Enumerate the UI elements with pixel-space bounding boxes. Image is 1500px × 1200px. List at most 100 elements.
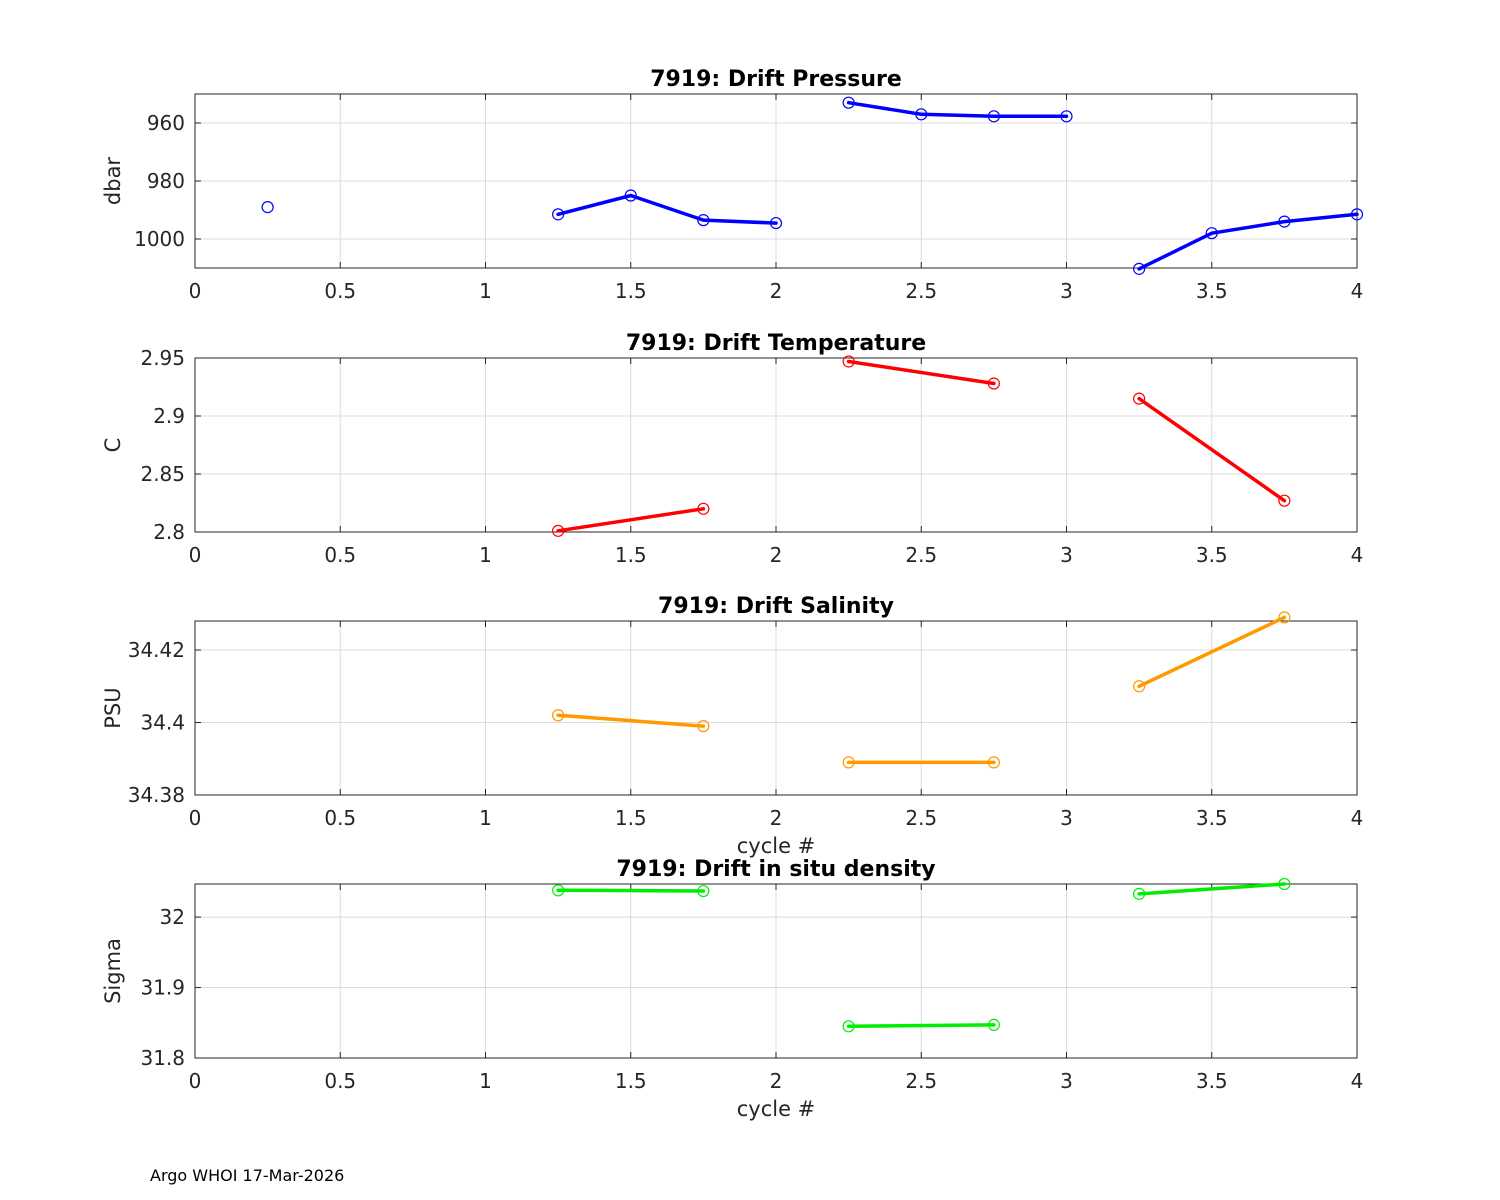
panel-3-x-tick-label: 4 — [1351, 806, 1364, 830]
panel-2-x-tick-label: 2 — [770, 543, 783, 567]
panel-1-x-tick-label: 1 — [479, 279, 492, 303]
panel-1-title: 7919: Drift Pressure — [650, 67, 902, 92]
panel-1-x-tick-label: 0 — [189, 279, 202, 303]
panel-3-x-tick-label: 0.5 — [324, 806, 356, 830]
panel-4-series-2-marker — [842, 1020, 855, 1033]
panel-3-x-tick-label: 3 — [1060, 806, 1073, 830]
panel-4-y-tick-label: 31.8 — [140, 1046, 185, 1070]
panel-1-series-4-marker — [1133, 262, 1146, 275]
panel-3-y-axis-label: PSU — [101, 687, 125, 728]
panel-3-series-3-marker — [1133, 680, 1146, 693]
panel-3-y-tick-label: 34.42 — [128, 638, 185, 662]
panel-4-x-tick-label: 2.5 — [905, 1069, 937, 1093]
panel-1-y-tick-label: 1000 — [134, 227, 185, 251]
panel-4-y-tick-label: 31.9 — [140, 976, 185, 1000]
panel-2-series-1-line — [556, 507, 706, 533]
panel-1-series-4-marker — [1350, 208, 1364, 221]
panel-2-series-2-line — [846, 359, 996, 386]
panel-4-title: 7919: Drift in situ density — [616, 857, 935, 882]
panel-3-series-3-line — [1137, 615, 1287, 689]
panel-4-y-tick-label: 32 — [160, 905, 185, 929]
panel-4-x-tick-label: 3 — [1060, 1069, 1073, 1093]
panel-4-series-1-marker — [552, 884, 565, 897]
panel-1-y-tick-label: 960 — [147, 111, 185, 135]
panel-2-y-tick-label: 2.95 — [140, 346, 185, 370]
panel-2-series-3-marker — [1278, 494, 1291, 507]
panel-2-y-tick-label: 2.85 — [140, 462, 185, 486]
panel-2-series-3-line — [1137, 396, 1287, 503]
panel-3-series-1-marker — [697, 720, 710, 733]
panel-3-y-tick-label: 34.4 — [140, 711, 185, 735]
panel-1-series-3-marker — [987, 110, 1000, 123]
panel-2-x-tick-label: 0 — [189, 543, 202, 567]
footer-caption: Argo WHOI 17-Mar-2026 — [150, 1166, 345, 1185]
panel-4-x-axis-label: cycle # — [737, 1097, 816, 1121]
panel-2-axes-frame — [194, 357, 1358, 533]
panel-1-x-tick-label: 2.5 — [905, 279, 937, 303]
panel-1-series-3-marker — [915, 108, 928, 121]
panel-3-x-tick-label: 2 — [770, 806, 783, 830]
panel-1-y-tick-label: 980 — [147, 169, 185, 193]
panel-1-series-2-marker — [769, 216, 783, 230]
panel-2-y-tick-label: 2.8 — [153, 520, 185, 544]
panel-2-series-2-marker — [842, 355, 855, 368]
panel-3-x-tick-label: 1 — [479, 806, 492, 830]
panel-4-x-tick-label: 2 — [770, 1069, 783, 1093]
panel-2-x-tick-label: 1 — [479, 543, 492, 567]
panel-1-series-2-line — [556, 193, 778, 225]
panel-1-series-4-marker — [1278, 215, 1291, 228]
panel-1-y-axis-label: dbar — [101, 157, 125, 206]
panel-2-series-1-marker — [697, 502, 710, 515]
panel-4-x-tick-label: 3.5 — [1196, 1069, 1228, 1093]
panel-3-title: 7919: Drift Salinity — [658, 594, 894, 619]
panel-4-series-2-marker — [987, 1018, 1000, 1031]
panel-3-x-axis-label: cycle # — [737, 834, 816, 858]
panel-4-series-3-marker — [1133, 887, 1146, 900]
panel-2-y-axis-label: C — [101, 438, 125, 453]
panel-3-x-tick-label: 0 — [189, 806, 202, 830]
panel-2-x-tick-label: 3 — [1060, 543, 1073, 567]
panel-1-series-3-marker — [842, 96, 855, 109]
panel-2-x-tick-label: 0.5 — [324, 543, 356, 567]
panel-4-x-tick-label: 0 — [189, 1069, 202, 1093]
panel-3-series-1-marker — [552, 709, 565, 722]
panel-1-series-4-line — [1137, 212, 1359, 271]
panel-4-series-3-line — [1137, 882, 1287, 896]
panel-4-y-axis-label: Sigma — [101, 938, 125, 1004]
panel-4-axes-frame — [194, 883, 1358, 1059]
panel-1-series-3-line — [846, 100, 1069, 119]
panel-2-series-3-marker — [1133, 392, 1146, 405]
panel-1-series-3-marker — [1060, 110, 1073, 123]
panel-4-x-tick-label: 4 — [1351, 1069, 1364, 1093]
panel-4-x-tick-label: 1.5 — [615, 1069, 647, 1093]
panel-1-series-1-marker — [261, 201, 274, 214]
panel-3-axes-frame — [194, 620, 1358, 796]
panel-3-y-tick-label: 34.38 — [128, 783, 185, 807]
panel-1-series-4-marker — [1205, 227, 1218, 240]
panel-2-y-tick-label: 2.9 — [153, 404, 185, 428]
panel-3-x-tick-label: 1.5 — [615, 806, 647, 830]
panel-2-x-tick-label: 3.5 — [1196, 543, 1228, 567]
panel-2-x-tick-label: 1.5 — [615, 543, 647, 567]
panel-4-series-1-marker — [697, 884, 710, 898]
panel-3-series-3-marker — [1278, 611, 1291, 624]
panel-2-x-tick-label: 4 — [1351, 543, 1364, 567]
panel-4-series-3-marker — [1278, 877, 1291, 891]
panel-3-x-tick-label: 3.5 — [1196, 806, 1228, 830]
panel-1-x-tick-label: 4 — [1351, 279, 1364, 303]
panel-1-x-tick-label: 1.5 — [615, 279, 647, 303]
panel-1-axes-frame — [194, 93, 1358, 269]
panel-4-series-2-line — [846, 1023, 996, 1029]
panel-2-x-tick-label: 2.5 — [905, 543, 937, 567]
panel-2-title: 7919: Drift Temperature — [626, 331, 926, 356]
panel-1-x-tick-label: 2 — [770, 279, 783, 303]
panel-3-x-tick-label: 2.5 — [905, 806, 937, 830]
panel-4-series-1-line — [556, 888, 706, 893]
panel-2-series-2-marker — [987, 377, 1000, 390]
panel-1-x-tick-label: 3 — [1060, 279, 1073, 303]
panel-2-series-1-marker — [552, 524, 565, 537]
panel-4-x-tick-label: 0.5 — [324, 1069, 356, 1093]
panel-3-series-2-marker — [842, 756, 855, 769]
panel-1-x-tick-label: 0.5 — [324, 279, 356, 303]
